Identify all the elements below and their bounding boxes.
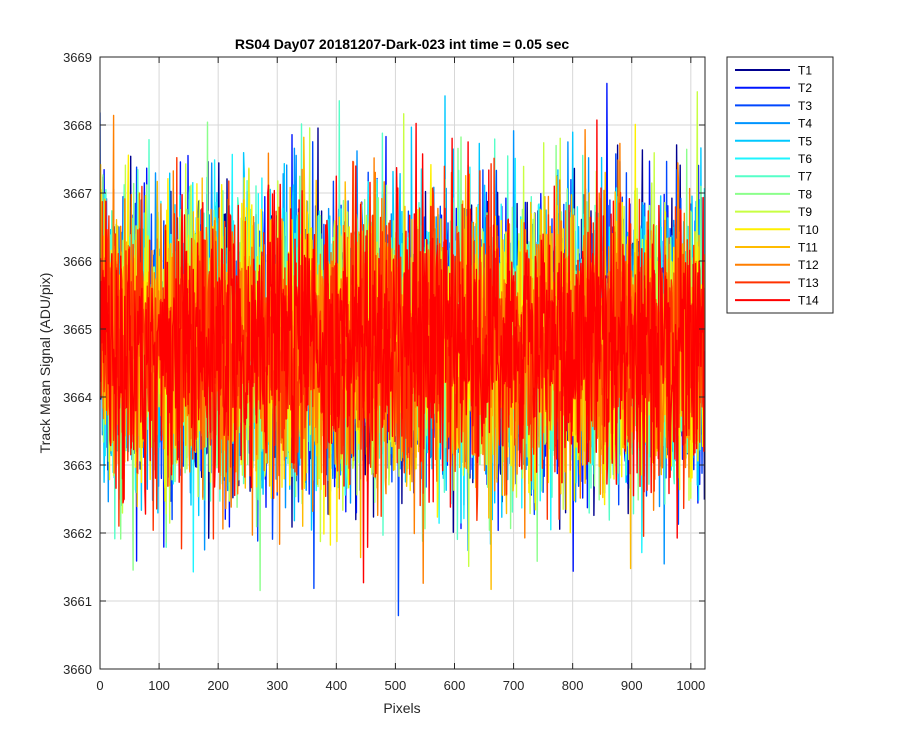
legend-label-t2: T2 [798, 81, 812, 95]
y-tick-label: 3664 [63, 390, 92, 405]
legend-label-t7: T7 [798, 170, 812, 184]
y-tick-label: 3666 [63, 254, 92, 269]
legend-label-t10: T10 [798, 223, 819, 237]
series-line-t14 [100, 119, 705, 584]
plot-area: 0 100 200 300 400 500 600 700 800 900 1000 3660366… [63, 50, 706, 693]
series-lines [100, 82, 705, 617]
legend-label-t3: T3 [798, 99, 812, 113]
legend-label-t13: T13 [798, 276, 819, 290]
y-tick-label: 3665 [63, 322, 92, 337]
legend-label-t5: T5 [798, 134, 812, 148]
y-tick-label: 3669 [63, 50, 92, 65]
legend-label-t12: T12 [798, 258, 819, 272]
x-tick-label: 400 [325, 678, 347, 693]
legend: T1 T2 T3 T4 T5 T6 T7 T8 T9 T10 T11 T12 T13 T14 [726, 56, 834, 314]
legend-label-t14: T14 [798, 294, 819, 308]
x-tick-label: 600 [444, 678, 466, 693]
y-axis-label: Track Mean Signal (ADU/pix) [37, 273, 53, 454]
x-tick-label: 200 [207, 678, 229, 693]
chart-title: RS04 Day07 20181207-Dark-023 int time = … [235, 36, 569, 52]
x-tick-label: 700 [503, 678, 525, 693]
legend-label-t4: T4 [798, 117, 812, 131]
y-axis-ticks: 3660 3661 3662 3663 3664 3665 3666 3667 3668 3669 [63, 50, 705, 677]
y-tick-label: 3667 [63, 186, 92, 201]
x-tick-label: 300 [266, 678, 288, 693]
legend-label-t11: T11 [798, 241, 818, 255]
legend-box [726, 56, 834, 314]
x-tick-label: 500 [385, 678, 407, 693]
y-tick-label: 3660 [63, 662, 92, 677]
x-tick-label: 800 [562, 678, 584, 693]
x-tick-label: 100 [148, 678, 170, 693]
plot-frame [99, 56, 706, 670]
x-tick-label: 0 [96, 678, 103, 693]
y-tick-label: 3668 [63, 118, 92, 133]
legend-label-t9: T9 [798, 205, 812, 219]
x-axis-ticks: 0 100 200 300 400 500 600 700 800 900 1000 [96, 57, 705, 693]
y-tick-label: 3662 [63, 526, 92, 541]
y-tick-label: 3661 [63, 594, 92, 609]
x-axis-label: Pixels [383, 700, 420, 716]
legend-label-t8: T8 [798, 187, 812, 201]
legend-label-t1: T1 [798, 64, 812, 78]
x-tick-label: 1000 [676, 678, 705, 693]
x-tick-label: 900 [621, 678, 643, 693]
y-tick-label: 3663 [63, 458, 92, 473]
legend-label-t6: T6 [798, 152, 812, 166]
